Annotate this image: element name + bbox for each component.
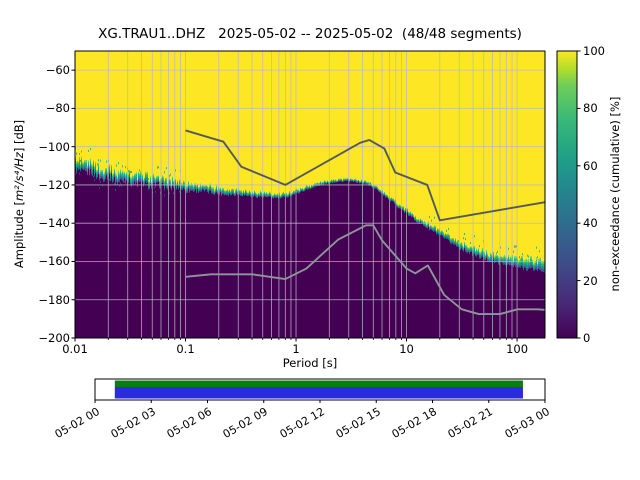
y-tick-label: −80 bbox=[45, 101, 70, 116]
x-tick-label: 0.01 bbox=[62, 342, 88, 356]
x-tick-label: 100 bbox=[506, 342, 529, 356]
y-axis-label-suffix: ] [dB] bbox=[12, 119, 26, 153]
colorbar-tick-label: 0 bbox=[583, 331, 591, 345]
colorbar-label: non-exceedance (cumulative) [%] bbox=[608, 96, 622, 292]
y-tick-label: −200 bbox=[38, 331, 70, 345]
y-axis-label: Amplitude [m²/s⁴/Hz] [dB] bbox=[12, 84, 28, 304]
x-axis-label: Period [s] bbox=[282, 356, 338, 370]
y-tick-label: −60 bbox=[45, 63, 70, 78]
y-axis-label-units: m²/s⁴/Hz bbox=[12, 152, 26, 202]
x-tick-label: 0.1 bbox=[176, 342, 195, 356]
chart-title: XG.TRAU1..DHZ 2025-05-02 -- 2025-05-02 (… bbox=[98, 26, 522, 42]
y-tick-label: −120 bbox=[38, 177, 70, 192]
y-tick-label: −160 bbox=[38, 254, 70, 269]
y-tick-label: −180 bbox=[38, 292, 70, 307]
colorbar-tick-label: 40 bbox=[583, 216, 598, 231]
colorbar-tick-label: 60 bbox=[583, 158, 598, 173]
y-tick-label: −140 bbox=[38, 216, 70, 231]
x-tick-label: 10 bbox=[399, 342, 414, 356]
x-tick-label: 1 bbox=[292, 342, 300, 356]
y-axis-label-prefix: Amplitude [ bbox=[12, 201, 26, 269]
y-tick-label: −100 bbox=[38, 139, 70, 154]
colorbar-tick-label: 20 bbox=[583, 273, 598, 288]
colorbar-tick-label: 100 bbox=[583, 44, 605, 58]
colorbar-tick-label: 80 bbox=[583, 101, 598, 116]
